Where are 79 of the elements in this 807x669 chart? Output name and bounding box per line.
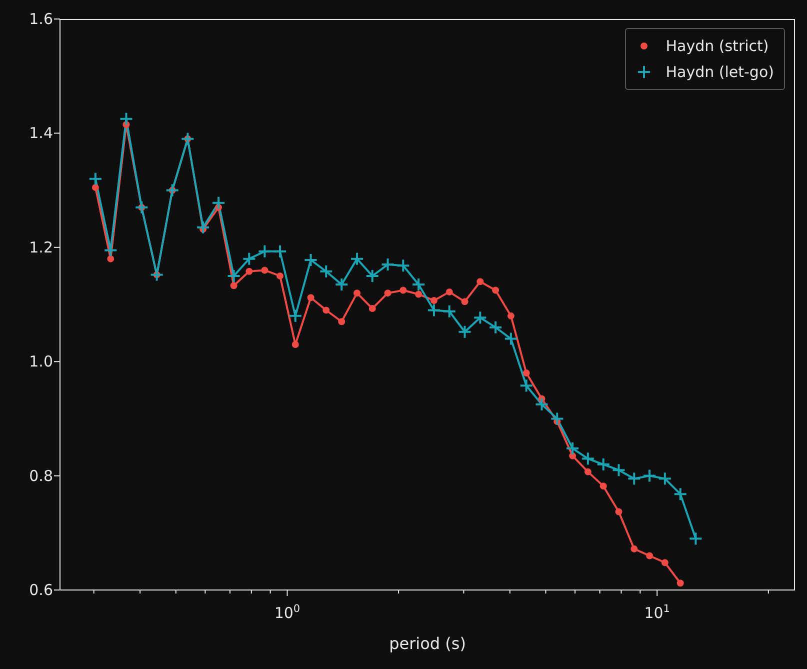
- point: [338, 318, 346, 326]
- point: [196, 220, 210, 234]
- y-tick-label: 0.8: [29, 466, 53, 485]
- point: [534, 397, 549, 412]
- point: [258, 244, 272, 258]
- point: [612, 463, 626, 478]
- point: [322, 306, 330, 314]
- point: [180, 132, 195, 146]
- point: [522, 370, 530, 377]
- point: [307, 294, 314, 302]
- point: [430, 297, 438, 304]
- point: [246, 268, 253, 275]
- point: [627, 472, 642, 486]
- point: [242, 252, 256, 266]
- point: [276, 272, 284, 280]
- point: [473, 310, 488, 325]
- point: [658, 472, 672, 486]
- point: [365, 268, 380, 283]
- point: [273, 244, 288, 258]
- point: [396, 258, 410, 273]
- point: [350, 252, 364, 266]
- point: [400, 286, 407, 294]
- y-tick-label: 1.2: [29, 238, 53, 256]
- x-axis-title: period (s): [389, 634, 466, 653]
- point: [212, 196, 226, 210]
- legend-label: Haydn (let-go): [666, 62, 774, 83]
- point: [354, 290, 361, 297]
- point: [507, 312, 514, 320]
- y-tick-label: 1.4: [29, 124, 53, 142]
- point: [426, 303, 441, 318]
- y-tick-label: 1.0: [29, 352, 53, 371]
- point: [150, 268, 164, 282]
- point: [661, 559, 668, 566]
- legend-label: Haydn (strict): [666, 36, 769, 57]
- point: [504, 332, 518, 346]
- point: [476, 278, 484, 286]
- point: [442, 304, 456, 318]
- point: [566, 441, 580, 456]
- x-tick-label: 10$^{0}$: [274, 603, 300, 622]
- point: [488, 320, 503, 334]
- point: [368, 304, 376, 312]
- point: [642, 468, 657, 483]
- point: [596, 457, 610, 472]
- point: [92, 184, 99, 191]
- point: [630, 545, 638, 552]
- point: [492, 286, 500, 294]
- point: [119, 112, 134, 126]
- point: [88, 172, 102, 186]
- point: [304, 252, 318, 267]
- point: [134, 200, 149, 214]
- point: [461, 298, 468, 306]
- point: [226, 268, 241, 283]
- point: [646, 552, 654, 560]
- point: [292, 340, 299, 348]
- point: [676, 580, 684, 587]
- point: [334, 278, 349, 292]
- point: [673, 487, 688, 502]
- point: [380, 258, 395, 272]
- point: [580, 452, 595, 466]
- point: [261, 266, 268, 274]
- point: [384, 290, 392, 297]
- point: [688, 532, 703, 546]
- point: [288, 308, 302, 323]
- point: [584, 468, 592, 476]
- y-tick-label: 1.6: [29, 10, 53, 28]
- point: [165, 183, 180, 198]
- point: [519, 378, 534, 393]
- point: [550, 412, 564, 426]
- point: [230, 282, 238, 290]
- point: [600, 482, 607, 490]
- x-tick-label: 10$^{1}$: [644, 603, 670, 622]
- point: [107, 255, 114, 262]
- point: [319, 264, 334, 278]
- point: [446, 288, 453, 296]
- point: [412, 278, 426, 292]
- point: [415, 290, 422, 298]
- point: [458, 324, 472, 339]
- point: [615, 508, 622, 516]
- y-tick-label: 0.6: [29, 581, 53, 599]
